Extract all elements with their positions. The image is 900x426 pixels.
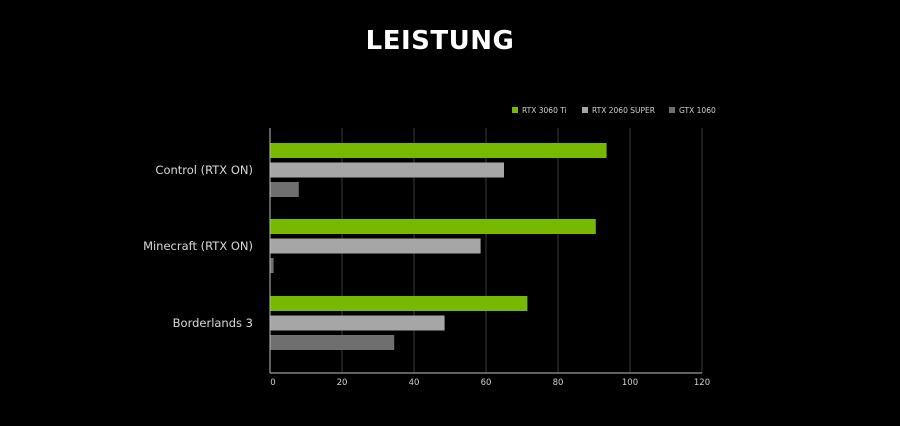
legend-label: RTX 2060 SUPER [592,106,655,115]
x-tick-labels: 0 20 40 60 80 100 120 [270,378,710,388]
x-tick-label: 100 [622,378,638,388]
x-tick-label: 0 [270,378,275,388]
legend-swatch [512,107,518,113]
x-tick-label: 60 [481,378,492,388]
category-label: Control (RTX ON) [155,163,253,177]
legend-swatch [582,107,588,113]
legend-swatch [669,107,675,113]
bar [270,143,607,158]
category-labels: Control (RTX ON) Minecraft (RTX ON) Border… [143,163,253,330]
axes [269,128,702,374]
x-tick-label: 40 [409,378,420,388]
bar [270,219,596,234]
bars [270,143,607,350]
bar [270,296,528,311]
category-label: Minecraft (RTX ON) [143,239,253,253]
bar [270,315,445,331]
x-tick-label: 20 [337,378,348,388]
bar [270,238,481,254]
bar [270,182,299,197]
x-tick-label: 120 [694,378,710,388]
legend-label: RTX 3060 Ti [522,106,567,115]
legend: RTX 3060 Ti RTX 2060 SUPER GTX 1060 [512,106,716,115]
bar [270,258,274,273]
bar [270,162,504,178]
legend-label: GTX 1060 [679,106,716,115]
x-tick-label: 80 [553,378,564,388]
category-label: Borderlands 3 [173,316,253,330]
chart-title: LEISTUNG [365,26,515,56]
bar [270,335,395,350]
